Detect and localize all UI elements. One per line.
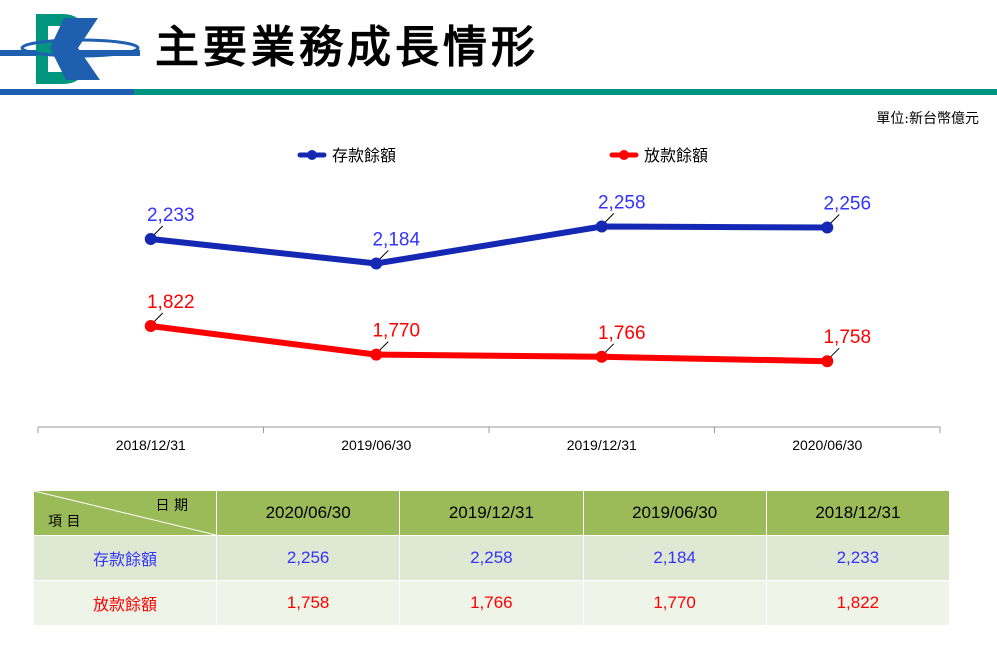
- data-label: 1,758: [823, 327, 871, 348]
- data-label: 2,184: [372, 230, 420, 251]
- data-label: 1,770: [372, 321, 420, 342]
- data-point: [595, 350, 608, 363]
- data-point: [370, 257, 383, 270]
- table-cell: 2,258: [399, 535, 584, 581]
- column-header: 2019/06/30: [582, 490, 767, 536]
- data-label: 1,822: [147, 292, 195, 313]
- row-label-loan: 放款餘額: [33, 580, 217, 626]
- column-header: 2019/12/31: [399, 490, 584, 536]
- table-row: 存款餘額 2,256 2,258 2,184 2,233: [33, 535, 951, 581]
- data-label: 2,258: [598, 193, 646, 214]
- corner-date-label: 日 期: [155, 498, 188, 514]
- company-logo: [0, 14, 140, 84]
- table-header-row: 日 期 項 目 2020/06/30 2019/12/31 2019/06/30…: [33, 490, 951, 536]
- table-cell: 2,256: [215, 535, 401, 581]
- data-label: 1,766: [598, 323, 646, 344]
- data-point: [144, 320, 157, 332]
- page-header: 主要業務成長情形: [0, 0, 997, 100]
- table-cell: 1,770: [582, 580, 767, 626]
- x-tick-label: 2018/12/31: [116, 437, 186, 453]
- table-cell: 1,758: [215, 580, 401, 626]
- table-cell: 2,184: [582, 535, 767, 581]
- data-point: [370, 348, 383, 361]
- legend-label: 放款餘額: [644, 146, 708, 165]
- table-cell: 1,766: [399, 580, 584, 626]
- legend-marker: [307, 150, 317, 160]
- data-point: [821, 221, 834, 234]
- legend-label: 存款餘額: [332, 146, 396, 165]
- unit-label: 單位:新台幣億元: [876, 111, 979, 127]
- series-line: [147, 323, 831, 365]
- x-tick-label: 2019/06/30: [341, 437, 411, 453]
- data-point: [821, 355, 834, 368]
- column-header: 2018/12/31: [765, 490, 951, 536]
- corner-item-label: 項 目: [48, 514, 81, 530]
- data-point: [595, 220, 608, 233]
- data-label: 2,256: [823, 194, 871, 215]
- x-tick-label: 2019/12/31: [567, 437, 637, 453]
- data-point: [144, 233, 157, 245]
- data-table: 日 期 項 目 2020/06/30 2019/12/31 2019/06/30…: [33, 490, 951, 626]
- table-row: 放款餘額 1,758 1,766 1,770 1,822: [33, 580, 951, 626]
- table-cell: 1,822: [765, 580, 951, 626]
- table-cell: 2,233: [765, 535, 951, 581]
- row-label-deposit: 存款餘額: [33, 535, 217, 581]
- page-title: 主要業務成長情形: [155, 22, 539, 73]
- corner-diagonal: [34, 491, 216, 535]
- data-label: 2,233: [147, 205, 195, 226]
- x-tick-label: 2020/06/30: [792, 437, 862, 453]
- line-chart: 存款餘額 放款餘額 2018/12/31 2019/06/30 2019/12/31 20…: [37, 146, 941, 453]
- series-line: [147, 223, 831, 267]
- column-header: 2020/06/30: [215, 490, 401, 536]
- legend-marker: [619, 150, 629, 160]
- table-corner-cell: 日 期 項 目: [33, 490, 217, 536]
